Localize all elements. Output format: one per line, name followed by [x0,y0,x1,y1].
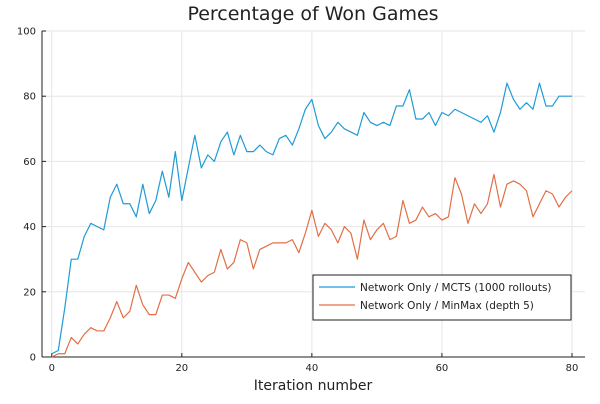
x-tick-label: 0 [49,363,55,374]
y-tick-label: 40 [23,222,36,233]
y-tick-label: 0 [30,353,36,364]
axes: 0 20 40 60 80 0 20 40 60 80 100 [17,27,585,374]
y-tick-label: 100 [17,27,36,38]
chart-title: Percentage of Won Games [187,3,438,25]
series-line-0 [51,82,572,355]
y-tick-label: 20 [23,287,36,298]
legend: Network Only / MCTS (1000 rollouts) Netw… [312,274,572,321]
series-line-1 [51,173,573,358]
x-tick-label: 20 [175,363,188,374]
y-tick-label: 80 [23,92,36,103]
x-tick-label: 80 [566,363,579,374]
x-tick-label: 60 [436,363,449,374]
x-tick-label: 40 [306,363,319,374]
legend-label-mcts: Network Only / MCTS (1000 rollouts) [360,282,552,294]
x-axis-label: Iteration number [254,378,373,394]
y-tick-label: 60 [23,157,36,168]
legend-label-minmax: Network Only / MinMax (depth 5) [360,300,534,312]
series [51,82,573,358]
legend-box [312,274,572,321]
